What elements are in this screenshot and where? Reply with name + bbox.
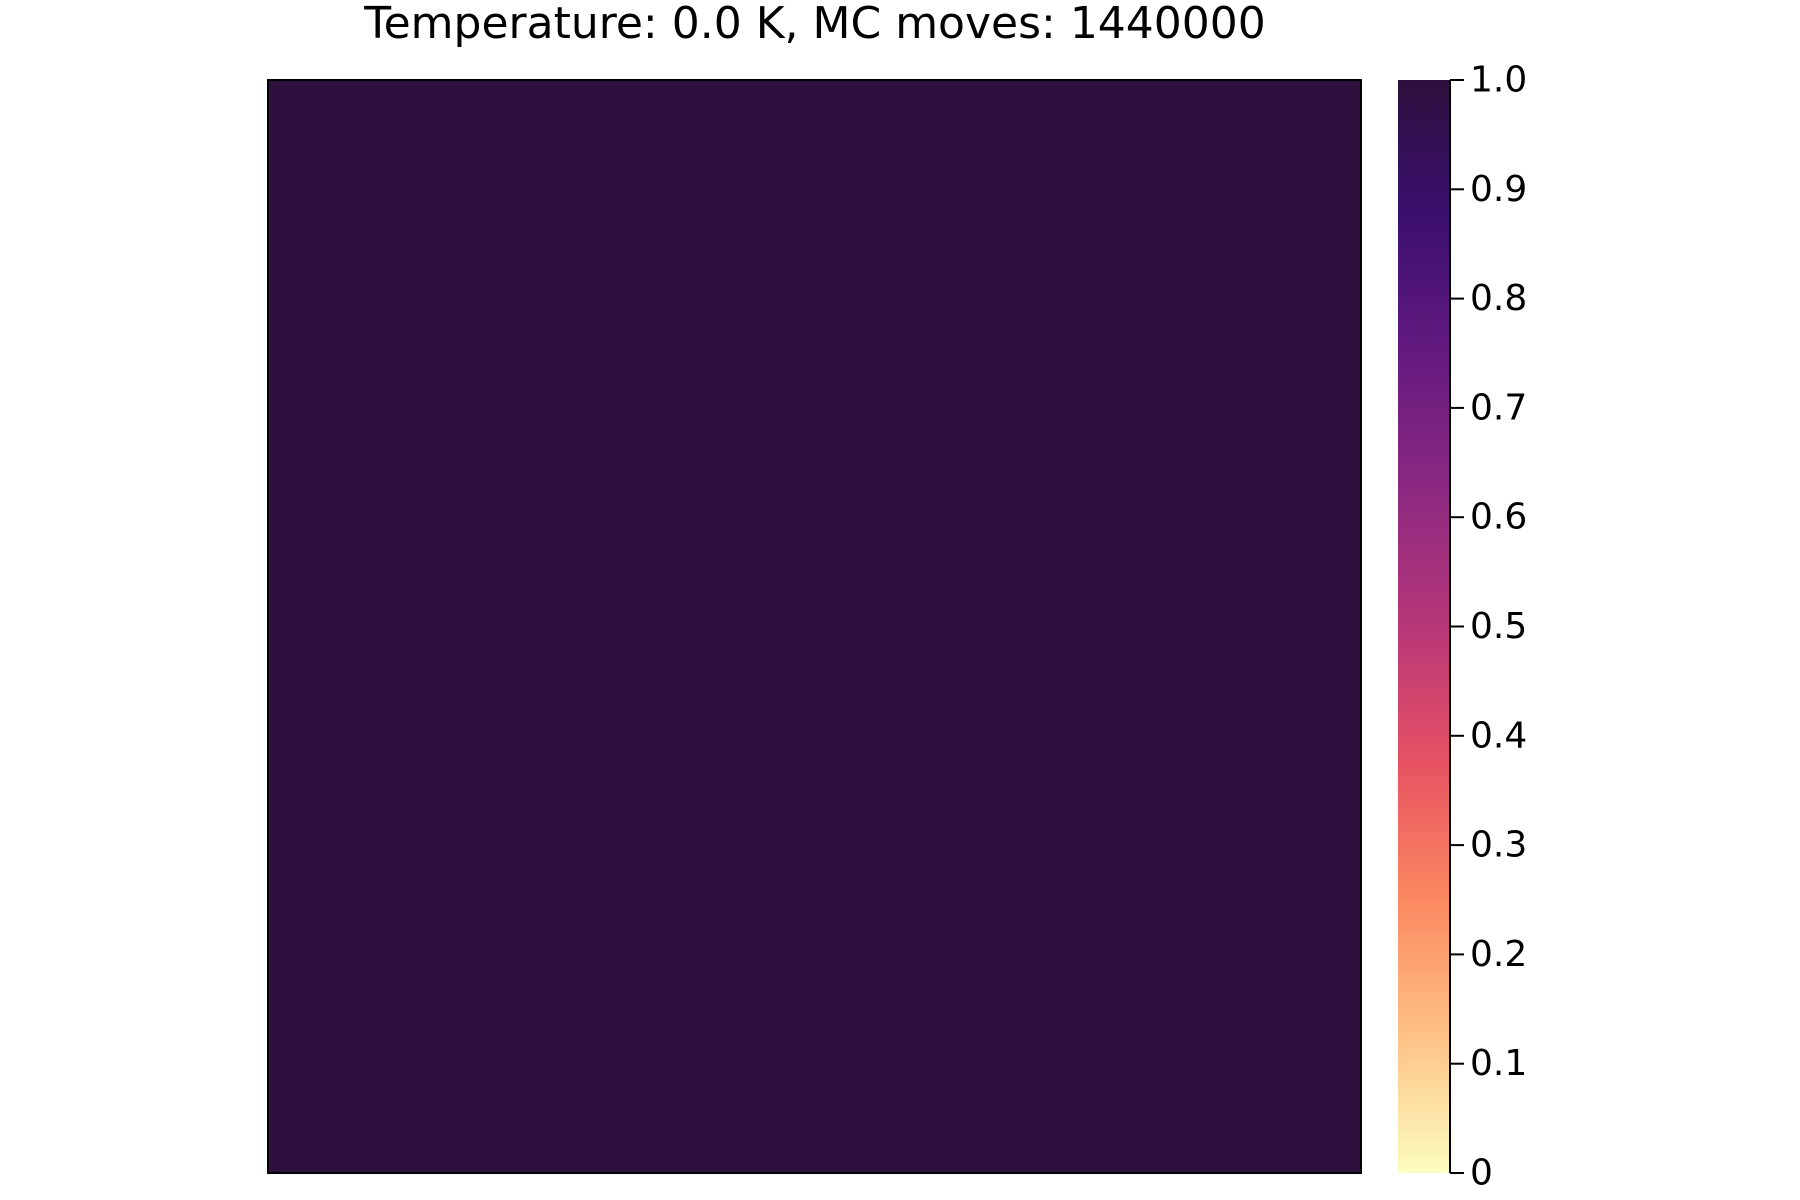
colorbar-tick-label: 0.3 <box>1470 825 1527 866</box>
colorbar-tick-label: 0.6 <box>1470 497 1527 538</box>
colorbar-tick-label: 0 <box>1470 1153 1493 1194</box>
heatmap-cell <box>268 80 1361 1173</box>
colorbar-tick-label: 0.7 <box>1470 387 1527 428</box>
colorbar-tick-label: 0.4 <box>1470 715 1527 756</box>
colorbar-tick-label: 0.8 <box>1470 278 1527 319</box>
colorbar-ticks: 0 0.1 0.2 0.3 0.4 0.5 0.6 0.7 0.8 0.9 1.0 <box>1450 60 1527 1194</box>
colorbar <box>1398 80 1450 1173</box>
colorbar-tick-label: 0.5 <box>1470 606 1527 647</box>
colorbar-tick-label: 1.0 <box>1470 60 1527 101</box>
colorbar-tick-label: 0.2 <box>1470 934 1527 975</box>
heatmap-frame <box>267 79 1362 1174</box>
chart-title: Temperature: 0.0 K, MC moves: 1440000 <box>363 0 1266 49</box>
colorbar-tick-label: 0.1 <box>1470 1043 1527 1084</box>
heatmap-cells <box>268 80 1361 1173</box>
colorbar-tick-label: 0.9 <box>1470 169 1527 210</box>
